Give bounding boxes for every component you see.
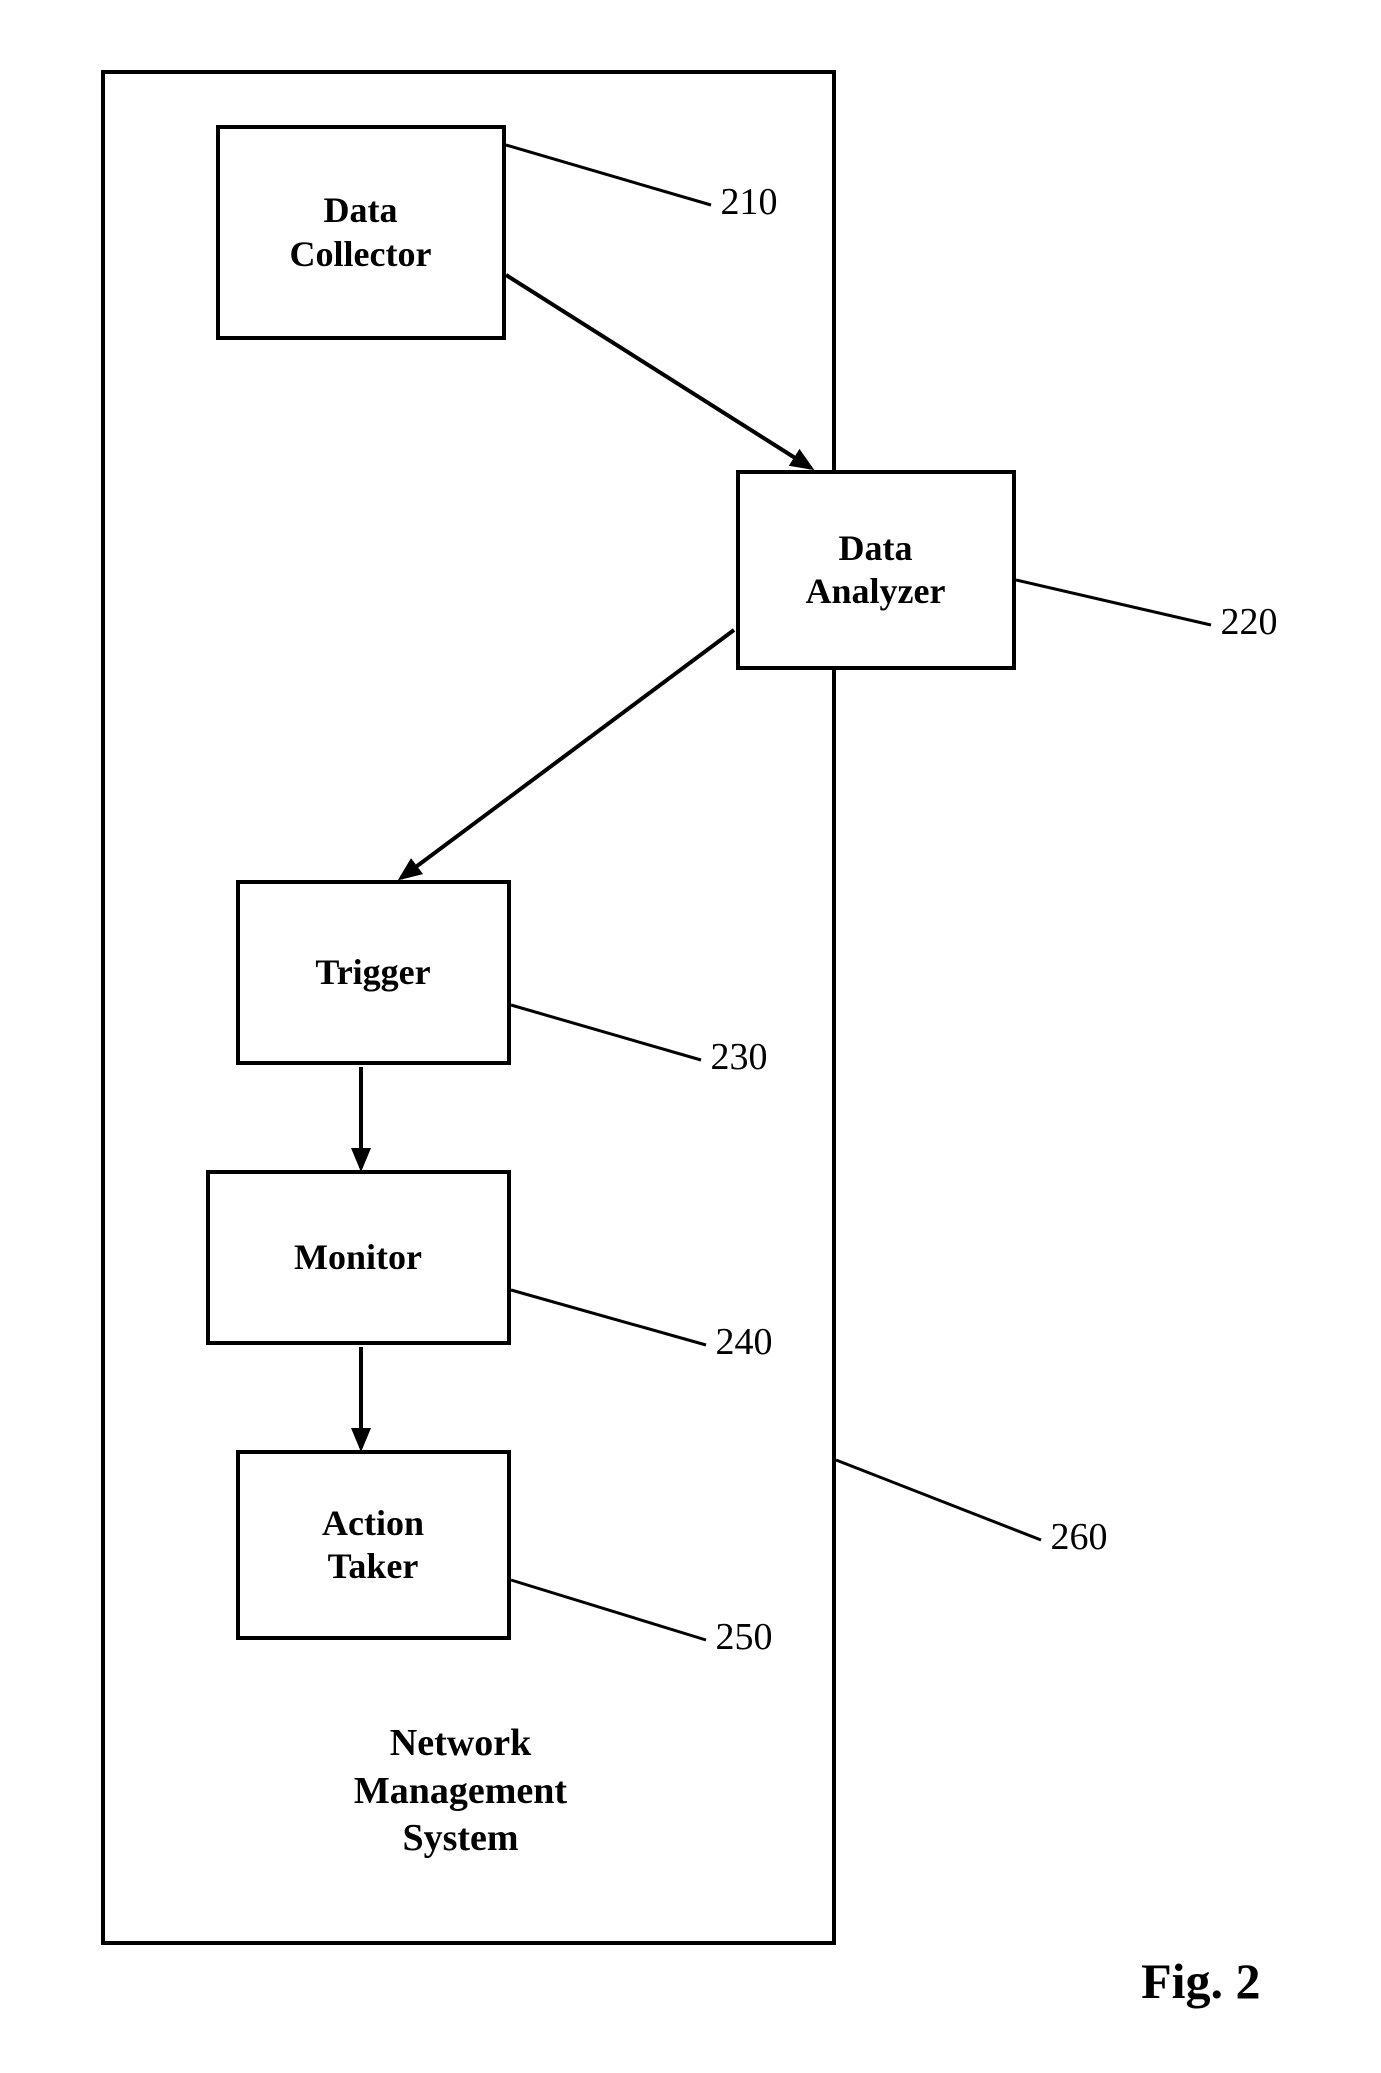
node-action-taker: ActionTaker [236, 1450, 511, 1640]
ref-label-210: 210 [721, 180, 778, 224]
ref-label-250: 250 [716, 1615, 773, 1659]
ref-label-240: 240 [716, 1320, 773, 1364]
node-data-collector: DataCollector [216, 125, 506, 340]
figure-title: Fig. 2 [1141, 1952, 1260, 2010]
ref-label-220: 220 [1221, 600, 1278, 644]
node-label: DataCollector [290, 189, 432, 275]
ref-label-260: 260 [1051, 1515, 1108, 1559]
node-trigger: Trigger [236, 880, 511, 1065]
node-monitor: Monitor [206, 1170, 511, 1345]
node-label: Monitor [294, 1236, 422, 1279]
ref-label-230: 230 [711, 1035, 768, 1079]
node-data-analyzer: DataAnalyzer [736, 470, 1016, 670]
container-title: NetworkManagementSystem [321, 1720, 601, 1863]
node-label: ActionTaker [322, 1502, 424, 1588]
node-label: Trigger [315, 951, 430, 994]
node-label: DataAnalyzer [806, 527, 946, 613]
diagram-canvas: DataCollector DataAnalyzer Trigger Monit… [41, 40, 1341, 2030]
